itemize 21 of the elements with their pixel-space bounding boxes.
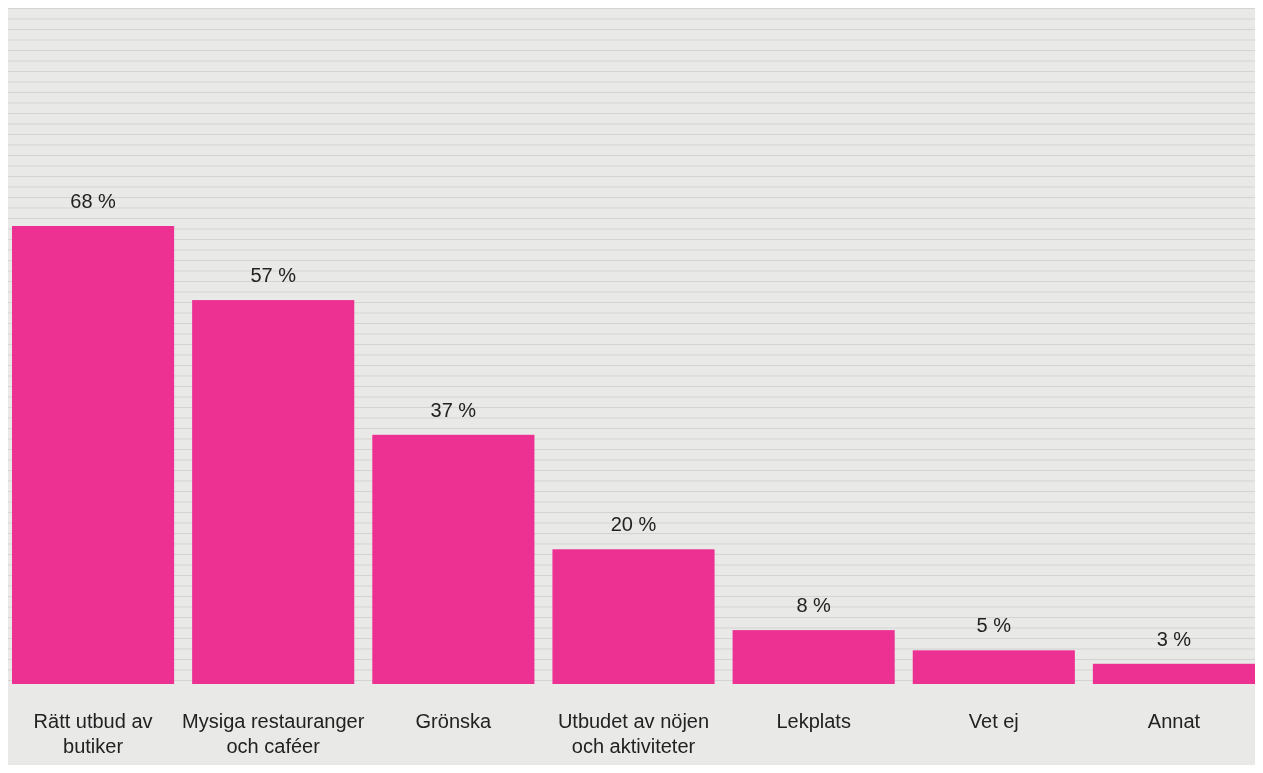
- x-tick-label: Vet ej: [968, 710, 1019, 732]
- data-label: 57 %: [250, 264, 297, 287]
- bar: [1092, 663, 1255, 684]
- data-label: 37 %: [430, 398, 477, 421]
- x-tick-label: Mysiga restauranger och caféer: [182, 710, 365, 757]
- x-tick-label: Rätt utbud av butiker: [33, 710, 153, 757]
- data-label: 3 %: [1156, 627, 1192, 650]
- data-label: 68 %: [70, 190, 117, 212]
- data-label: 20 %: [610, 513, 657, 536]
- x-tick-label: Utbudet av nöjen och aktiviteter: [557, 710, 710, 757]
- data-label: 5 %: [976, 614, 1012, 637]
- bar: [732, 630, 895, 684]
- x-tick-label: Grönska: [415, 710, 493, 732]
- bar: [912, 650, 1075, 684]
- x-tick-label: Annat: [1147, 710, 1201, 732]
- data-label: 8 %: [796, 594, 832, 617]
- bar: [552, 549, 715, 684]
- bar: [192, 300, 355, 684]
- bar: [372, 434, 535, 684]
- bar: [12, 226, 175, 684]
- x-tick-label: Lekplats: [776, 710, 851, 732]
